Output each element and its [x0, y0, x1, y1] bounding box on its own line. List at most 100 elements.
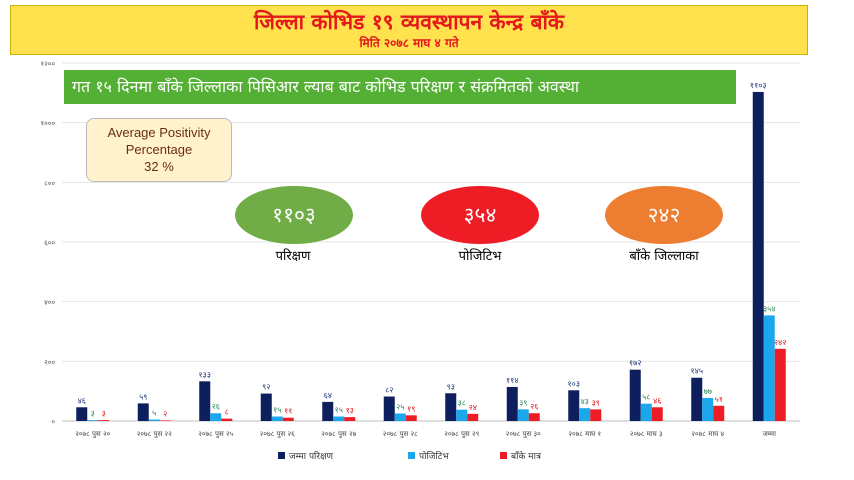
data-label: ११४	[506, 376, 518, 385]
bar	[260, 393, 272, 421]
header-banner: जिल्ला कोभिड १९ व्यवस्थापन केन्द्र बाँके…	[10, 5, 808, 55]
legend-label: बाँके मात्र	[511, 450, 542, 462]
bar	[210, 413, 222, 421]
data-label: २४	[469, 403, 477, 412]
data-label: ४६	[78, 396, 86, 405]
data-label: ३	[102, 409, 106, 418]
total-tests-ellipse: ११०३	[235, 186, 353, 244]
data-label: ४६	[653, 396, 661, 405]
bar	[774, 348, 786, 421]
data-label: ८	[225, 408, 229, 417]
avg-line1: Average Positivity	[107, 125, 211, 140]
bar	[333, 416, 345, 421]
bar	[344, 417, 356, 421]
data-label: १७२	[629, 359, 641, 368]
data-label: १५	[335, 406, 343, 415]
bar	[383, 396, 395, 421]
banke-positive-value: २४२	[647, 203, 681, 227]
bar	[467, 413, 479, 421]
legend-label: पोजिटिभ	[419, 450, 449, 462]
average-positivity-box: Average Positivity Percentage 32 %	[86, 118, 232, 182]
bar	[148, 419, 160, 421]
bar	[199, 381, 211, 421]
legend-swatch	[408, 452, 415, 459]
data-label: ५	[152, 409, 156, 418]
page-title: जिल्ला कोभिड १९ व्यवस्थापन केन्द्र बाँके	[253, 10, 565, 34]
data-label: २६	[530, 402, 538, 411]
data-label: २५	[396, 403, 404, 412]
bar	[76, 407, 88, 421]
bar	[579, 408, 591, 421]
bar	[528, 413, 540, 421]
banke-positive-ellipse: २४२	[605, 186, 723, 244]
data-label: १९	[407, 404, 415, 413]
bar	[629, 369, 641, 421]
data-label: ३९	[519, 398, 527, 407]
bar	[691, 377, 703, 421]
y-tick-label: ०	[51, 418, 55, 426]
bar	[590, 409, 602, 421]
bar	[405, 415, 417, 421]
data-label: ५९	[139, 392, 147, 401]
x-category-label: २०७८ पुस ३०	[506, 430, 541, 438]
y-tick-label: ८००	[44, 179, 55, 187]
bar	[159, 420, 171, 421]
x-category-label: २०७८ पुस २२	[137, 430, 172, 438]
avg-line2: Percentage	[125, 142, 193, 157]
page-date: मिति २०७८ माघ ४ गते	[359, 36, 459, 50]
chart-banner: गत १५ दिनमा बाँके जिल्लाका पिसिआर ल्याब …	[64, 70, 736, 104]
x-category-label: २०७८ माघ ४	[691, 430, 724, 438]
bar	[713, 405, 725, 421]
bar	[282, 417, 294, 421]
data-label: १३३	[199, 370, 211, 379]
x-category-label: २०७८ पुस २५	[198, 430, 233, 438]
y-tick-label: १०००	[40, 120, 55, 128]
x-category-label: २०७८ पुस २९	[444, 430, 479, 438]
data-label: ८२	[385, 386, 393, 395]
data-label: ९३	[447, 382, 455, 391]
data-label: ५१	[715, 395, 723, 404]
data-label: १५	[273, 406, 281, 415]
data-label: ३९	[592, 398, 600, 407]
x-category-label: जम्मा	[763, 430, 776, 438]
total-positive-ellipse: ३५४	[421, 186, 539, 244]
y-tick-label: ६००	[44, 239, 55, 247]
banke-positive-caption: बाँके जिल्लाका	[629, 249, 699, 264]
x-category-label: २०७८ पुस २८	[383, 430, 418, 438]
bar	[651, 407, 663, 421]
bar	[517, 409, 529, 421]
bar	[445, 393, 457, 421]
total-positive-caption: पोजिटिभ	[458, 249, 502, 264]
bar	[322, 401, 334, 421]
total-tests-value: ११०३	[272, 203, 316, 227]
bar	[394, 413, 406, 421]
total-tests-caption: परिक्षण	[275, 249, 311, 264]
data-label: १३	[346, 406, 354, 415]
data-label: ३	[91, 409, 95, 418]
x-category-label: २०७८ माघ ३	[630, 430, 663, 438]
bar	[271, 416, 283, 421]
bar	[87, 420, 99, 421]
x-category-label: २०७८ पुस २६	[260, 430, 295, 438]
data-label: ३८	[458, 399, 466, 408]
legend-label: जम्मा परिक्षण	[289, 450, 334, 462]
bar	[221, 418, 233, 421]
data-label: ११०३	[750, 81, 767, 90]
bar	[702, 398, 714, 421]
data-label: ११	[284, 407, 292, 416]
data-label: २६	[212, 402, 220, 411]
data-label: १०३	[568, 379, 580, 388]
data-label: १४५	[691, 367, 703, 376]
legend-swatch	[278, 452, 285, 459]
bar	[456, 409, 468, 421]
data-label: ४३	[581, 397, 589, 406]
legend-swatch	[500, 452, 507, 459]
bar	[640, 403, 652, 421]
bar	[137, 403, 149, 421]
x-category-label: २०७८ पुस २७	[321, 430, 356, 438]
data-label: ९२	[262, 383, 270, 392]
bar	[506, 386, 518, 421]
data-label: २	[163, 409, 167, 418]
avg-line3: 32 %	[144, 159, 174, 174]
y-tick-label: १२००	[40, 60, 55, 68]
